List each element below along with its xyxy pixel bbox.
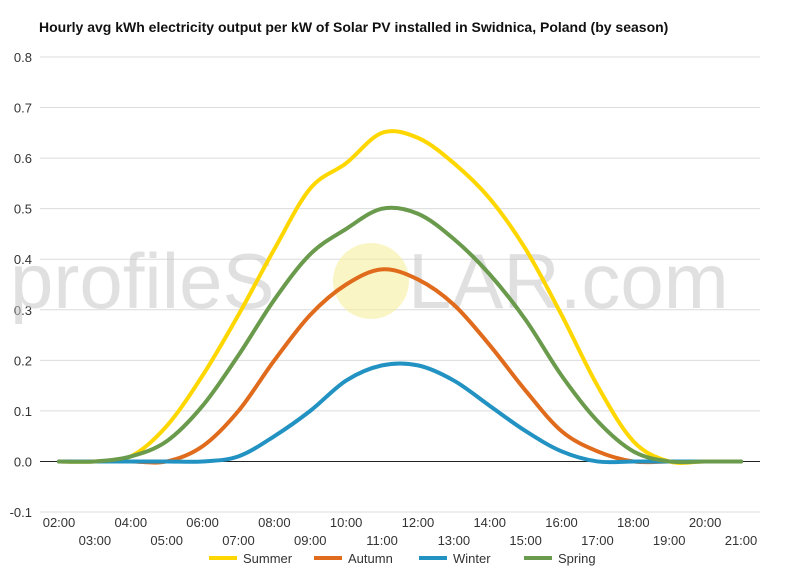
x-axis-ticks: 02:0003:0004:0005:0006:0007:0008:0009:00…: [43, 515, 758, 548]
x-tick-label: 08:00: [258, 515, 291, 530]
x-tick-label: 21:00: [725, 533, 758, 548]
y-tick-label: 0.2: [14, 353, 32, 368]
x-tick-label: 10:00: [330, 515, 363, 530]
x-tick-label: 09:00: [294, 533, 327, 548]
series-line-spring: [57, 205, 743, 465]
x-tick-label: 13:00: [438, 533, 471, 548]
x-tick-label: 19:00: [653, 533, 686, 548]
x-tick-label: 15:00: [509, 533, 542, 548]
y-tick-label: 0.0: [14, 454, 32, 469]
y-axis-ticks: -0.1 0.0 0.1 0.2 0.3 0.4 0.5 0.6 0.7 0.8: [10, 50, 32, 520]
y-tick-label: 0.7: [14, 101, 32, 116]
y-tick-label: 0.5: [14, 202, 32, 217]
grid-lines: [40, 56, 760, 513]
x-tick-label: 04:00: [115, 515, 148, 530]
y-tick-label: 0.8: [14, 50, 32, 65]
chart-title: Hourly avg kWh electricity output per kW…: [39, 19, 669, 35]
y-tick-label: 0.3: [14, 303, 32, 318]
y-tick-label: 0.6: [14, 151, 32, 166]
x-tick-label: 20:00: [689, 515, 722, 530]
legend-label-spring: Spring: [558, 551, 596, 566]
legend-label-autumn: Autumn: [348, 551, 393, 566]
x-tick-label: 14:00: [473, 515, 506, 530]
x-tick-label: 12:00: [402, 515, 435, 530]
watermark-text-left: profileS: [10, 237, 274, 325]
watermark-sun-icon: [333, 243, 409, 319]
series-lines: [57, 129, 743, 465]
x-tick-label: 05:00: [150, 533, 183, 548]
x-tick-label: 02:00: [43, 515, 76, 530]
legend-label-winter: Winter: [453, 551, 491, 566]
watermark: profileS LAR.com: [10, 237, 729, 325]
x-tick-label: 03:00: [79, 533, 112, 548]
x-tick-label: 07:00: [222, 533, 255, 548]
y-tick-label: 0.1: [14, 404, 32, 419]
legend: Summer Autumn Winter Spring: [209, 551, 596, 566]
x-tick-label: 16:00: [545, 515, 578, 530]
y-tick-label: 0.4: [14, 252, 32, 267]
legend-label-summer: Summer: [243, 551, 293, 566]
x-tick-label: 11:00: [366, 533, 398, 548]
series-line-winter: [57, 361, 743, 465]
series-line-summer: [57, 129, 743, 465]
y-tick-label: -0.1: [10, 505, 32, 520]
x-tick-label: 18:00: [617, 515, 650, 530]
x-tick-label: 06:00: [186, 515, 219, 530]
x-tick-label: 17:00: [581, 533, 614, 548]
watermark-text-right: LAR.com: [408, 237, 729, 325]
